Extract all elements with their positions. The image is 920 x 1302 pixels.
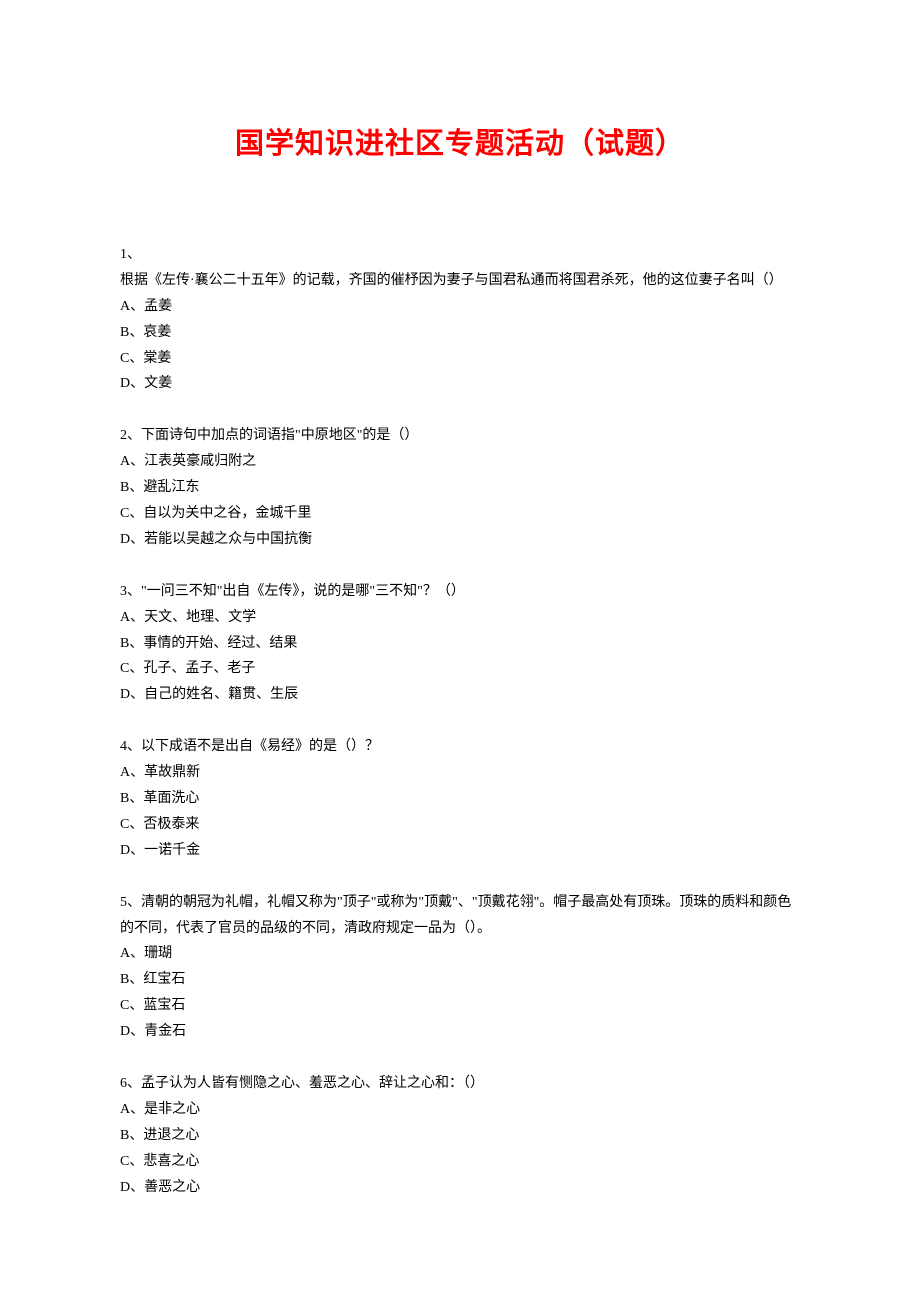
option-text: 自以为关中之谷，金城千里 <box>143 506 311 521</box>
option: A、是非之心 <box>120 1097 800 1123</box>
option: A、天文、地理、文学 <box>120 605 800 631</box>
option-label: B <box>120 636 129 651</box>
option: C、蓝宝石 <box>120 993 800 1019</box>
document-title: 国学知识进社区专题活动（试题） <box>120 120 800 162</box>
question-block: 5、清朝的朝冠为礼帽，礼帽又称为"顶子"或称为"顶戴"、"顶戴花翎"。帽子最高处… <box>120 890 800 1045</box>
option-label: B <box>120 325 129 340</box>
option-text: 革故鼎新 <box>144 765 200 780</box>
option-label: A <box>120 454 130 469</box>
option-text: 是非之心 <box>144 1102 200 1117</box>
option-text: 文姜 <box>144 376 172 391</box>
option: C、自以为关中之谷，金城千里 <box>120 501 800 527</box>
option-text: 孔子、孟子、老子 <box>143 661 255 676</box>
option-label: D <box>120 1180 130 1195</box>
option-label: D <box>120 376 130 391</box>
option-text: 避乱江东 <box>143 480 199 495</box>
question-stem: 以下成语不是出自《易经》的是（）？ <box>141 739 379 754</box>
option: B、革面洗心 <box>120 786 800 812</box>
option-text: 棠姜 <box>143 351 171 366</box>
question-number: 5 <box>120 895 127 910</box>
option-label: B <box>120 972 129 987</box>
option-text: 青金石 <box>144 1024 186 1039</box>
option: D、若能以吴越之众与中国抗衡 <box>120 527 800 553</box>
option-label: B <box>120 1128 129 1143</box>
option-text: 江表英豪咸归附之 <box>144 454 256 469</box>
question-stem: 孟子认为人皆有恻隐之心、羞恶之心、辞让之心和：（） <box>141 1076 484 1091</box>
option-text: 珊瑚 <box>144 946 172 961</box>
option-text: 哀姜 <box>143 325 171 340</box>
question-block: 3、"一问三不知"出自《左传》，说的是哪"三不知"？（） A、天文、地理、文学 … <box>120 579 800 708</box>
option: B、红宝石 <box>120 967 800 993</box>
option-label: C <box>120 998 129 1013</box>
question-block: 6、孟子认为人皆有恻隐之心、羞恶之心、辞让之心和：（） A、是非之心 B、进退之… <box>120 1071 800 1200</box>
option-text: 事情的开始、经过、结果 <box>143 636 297 651</box>
option-text: 若能以吴越之众与中国抗衡 <box>144 532 312 547</box>
option-label: A <box>120 1102 130 1117</box>
option-label: D <box>120 843 130 858</box>
question-number: 3 <box>120 584 127 599</box>
option-label: B <box>120 791 129 806</box>
option: D、文姜 <box>120 371 800 397</box>
option-label: A <box>120 299 130 314</box>
option-label: C <box>120 1154 129 1169</box>
option: A、珊瑚 <box>120 941 800 967</box>
option: A、江表英豪咸归附之 <box>120 449 800 475</box>
option: B、事情的开始、经过、结果 <box>120 631 800 657</box>
question-text: 2、下面诗句中加点的词语指"中原地区"的是（） <box>120 423 800 449</box>
option-label: A <box>120 946 130 961</box>
option: A、革故鼎新 <box>120 760 800 786</box>
option-label: B <box>120 480 129 495</box>
questions-container: 1、根据《左传·襄公二十五年》的记载，齐国的催杼因为妻子与国君私通而将国君杀死，… <box>120 242 800 1201</box>
question-number: 6 <box>120 1076 127 1091</box>
option-label: C <box>120 351 129 366</box>
option-text: 孟姜 <box>144 299 172 314</box>
question-text: 5、清朝的朝冠为礼帽，礼帽又称为"顶子"或称为"顶戴"、"顶戴花翎"。帽子最高处… <box>120 890 800 942</box>
option-text: 蓝宝石 <box>143 998 185 1013</box>
option-label: D <box>120 687 130 702</box>
option-text: 悲喜之心 <box>143 1154 199 1169</box>
option: C、棠姜 <box>120 346 800 372</box>
question-number: 1 <box>120 247 127 262</box>
question-text: 6、孟子认为人皆有恻隐之心、羞恶之心、辞让之心和：（） <box>120 1071 800 1097</box>
question-block: 4、以下成语不是出自《易经》的是（）？ A、革故鼎新 B、革面洗心 C、否极泰来… <box>120 734 800 863</box>
option-text: 否极泰来 <box>143 817 199 832</box>
option-label: C <box>120 661 129 676</box>
option-text: 一诺千金 <box>144 843 200 858</box>
question-stem: 下面诗句中加点的词语指"中原地区"的是（） <box>141 428 418 443</box>
question-stem: 根据《左传·襄公二十五年》的记载，齐国的催杼因为妻子与国君私通而将国君杀死，他的… <box>120 273 783 288</box>
option-label: A <box>120 610 130 625</box>
option: C、悲喜之心 <box>120 1149 800 1175</box>
option-text: 自己的姓名、籍贯、生辰 <box>144 687 298 702</box>
question-text: 3、"一问三不知"出自《左传》，说的是哪"三不知"？（） <box>120 579 800 605</box>
option: D、青金石 <box>120 1019 800 1045</box>
question-text: 4、以下成语不是出自《易经》的是（）？ <box>120 734 800 760</box>
option: A、孟姜 <box>120 294 800 320</box>
option-label: D <box>120 532 130 547</box>
option-text: 革面洗心 <box>143 791 199 806</box>
option: B、避乱江东 <box>120 475 800 501</box>
option: B、哀姜 <box>120 320 800 346</box>
option-label: A <box>120 765 130 780</box>
option-label: C <box>120 817 129 832</box>
option: C、孔子、孟子、老子 <box>120 656 800 682</box>
question-stem: 清朝的朝冠为礼帽，礼帽又称为"顶子"或称为"顶戴"、"顶戴花翎"。帽子最高处有顶… <box>120 895 791 936</box>
option-text: 善恶之心 <box>144 1180 200 1195</box>
option-text: 红宝石 <box>143 972 185 987</box>
option: D、自己的姓名、籍贯、生辰 <box>120 682 800 708</box>
question-number: 4 <box>120 739 127 754</box>
option: B、进退之心 <box>120 1123 800 1149</box>
question-block: 1、根据《左传·襄公二十五年》的记载，齐国的催杼因为妻子与国君私通而将国君杀死，… <box>120 242 800 397</box>
question-text: 1、根据《左传·襄公二十五年》的记载，齐国的催杼因为妻子与国君私通而将国君杀死，… <box>120 242 800 294</box>
question-number: 2 <box>120 428 127 443</box>
option-label: D <box>120 1024 130 1039</box>
option: C、否极泰来 <box>120 812 800 838</box>
question-block: 2、下面诗句中加点的词语指"中原地区"的是（） A、江表英豪咸归附之 B、避乱江… <box>120 423 800 552</box>
option-label: C <box>120 506 129 521</box>
question-stem: "一问三不知"出自《左传》，说的是哪"三不知"？（） <box>141 584 465 599</box>
option-text: 进退之心 <box>143 1128 199 1143</box>
option-text: 天文、地理、文学 <box>144 610 256 625</box>
option: D、善恶之心 <box>120 1175 800 1201</box>
option: D、一诺千金 <box>120 838 800 864</box>
